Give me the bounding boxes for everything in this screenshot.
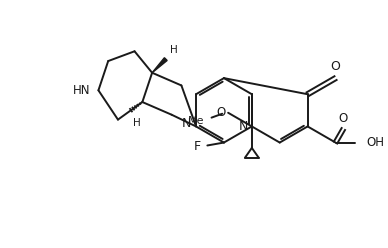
Text: N: N xyxy=(239,120,248,133)
Text: O: O xyxy=(216,106,225,119)
Text: Me: Me xyxy=(188,116,205,125)
Text: H: H xyxy=(170,45,177,55)
Text: H: H xyxy=(133,118,140,128)
Text: O: O xyxy=(339,112,348,125)
Text: O: O xyxy=(331,60,340,73)
Polygon shape xyxy=(152,58,167,73)
Text: N: N xyxy=(182,117,191,130)
Text: F: F xyxy=(193,140,201,153)
Text: OH: OH xyxy=(367,136,385,149)
Text: HN: HN xyxy=(73,84,91,97)
